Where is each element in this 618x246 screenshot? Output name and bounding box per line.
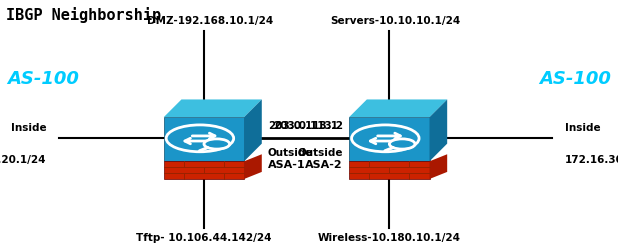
Polygon shape (244, 99, 262, 161)
FancyBboxPatch shape (349, 117, 430, 161)
Text: Outside: Outside (297, 148, 343, 158)
Text: Wireless-10.180.10.1/24: Wireless-10.180.10.1/24 (318, 233, 461, 243)
Text: 172.16.30.1/24: 172.16.30.1/24 (565, 155, 618, 166)
Circle shape (352, 125, 419, 152)
Text: Inside: Inside (565, 123, 600, 133)
Text: 203.0.113.1: 203.0.113.1 (268, 121, 338, 131)
Circle shape (166, 125, 234, 152)
Text: AS-100: AS-100 (539, 70, 611, 88)
FancyBboxPatch shape (164, 161, 244, 179)
Text: DMZ-192.168.10.1/24: DMZ-192.168.10.1/24 (147, 16, 273, 26)
Polygon shape (430, 154, 447, 179)
Text: AS-100: AS-100 (7, 70, 79, 88)
FancyBboxPatch shape (164, 117, 244, 161)
FancyBboxPatch shape (349, 161, 430, 179)
Polygon shape (349, 99, 447, 117)
Polygon shape (164, 99, 262, 117)
Circle shape (389, 139, 415, 149)
Text: Outside: Outside (268, 148, 313, 158)
Text: Tftp- 10.106.44.142/24: Tftp- 10.106.44.142/24 (136, 233, 272, 243)
Text: 172.16.20.1/24: 172.16.20.1/24 (0, 155, 46, 166)
Text: 203.0.113.2: 203.0.113.2 (273, 121, 343, 131)
Circle shape (204, 139, 230, 149)
Text: Servers-10.10.10.1/24: Servers-10.10.10.1/24 (331, 16, 460, 26)
Text: IBGP Neighborship: IBGP Neighborship (6, 7, 161, 23)
Polygon shape (430, 99, 447, 161)
Polygon shape (244, 154, 262, 179)
Text: Inside: Inside (11, 123, 46, 133)
Text: ASA-1: ASA-1 (268, 160, 305, 170)
Text: ASA-2: ASA-2 (305, 160, 343, 170)
